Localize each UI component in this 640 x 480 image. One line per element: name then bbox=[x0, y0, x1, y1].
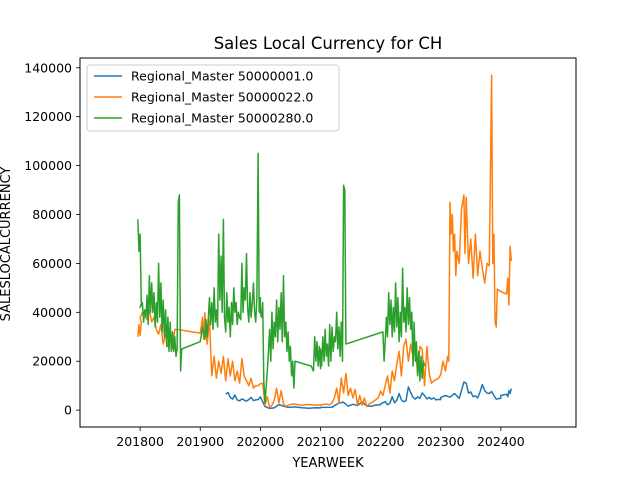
series-line-2 bbox=[137, 74, 513, 409]
y-tick-label: 100000 bbox=[24, 158, 72, 173]
y-tick-label: 20000 bbox=[32, 354, 72, 369]
plot-frame bbox=[79, 57, 577, 428]
x-axis-label: YEARWEEK bbox=[291, 456, 364, 471]
x-tick-label: 201900 bbox=[176, 434, 224, 449]
legend: Regional_Master 50000001.0 Regional_Maste… bbox=[86, 64, 340, 132]
x-tick-label: 202400 bbox=[477, 434, 525, 449]
y-tick-label: 80000 bbox=[32, 207, 72, 222]
x-tick-label: 202200 bbox=[357, 434, 405, 449]
y-tick-label: 40000 bbox=[32, 305, 72, 320]
y-tick-label: 60000 bbox=[32, 256, 72, 271]
series-line-3 bbox=[137, 152, 426, 404]
series-line-1 bbox=[225, 381, 513, 410]
chart-title: Sales Local Currency for CH bbox=[214, 34, 443, 53]
x-axis: 201800 201900 202000 202100 202200 202300 2024… bbox=[116, 427, 525, 449]
legend-label: Regional_Master 50000001.0 bbox=[131, 69, 313, 84]
y-tick-label: 120000 bbox=[24, 109, 72, 124]
x-tick-label: 202100 bbox=[297, 434, 345, 449]
legend-label: Regional_Master 50000280.0 bbox=[131, 111, 313, 126]
y-tick-label: 140000 bbox=[24, 60, 72, 75]
legend-label: Regional_Master 50000022.0 bbox=[131, 90, 313, 105]
y-axis: 0 20000 40000 60000 80000 100000 120000 140000 bbox=[24, 60, 80, 418]
legend-frame bbox=[86, 64, 340, 132]
series-layer bbox=[137, 74, 513, 410]
x-tick-label: 202000 bbox=[237, 434, 285, 449]
y-axis-label: SALESLOCALCURRENCY bbox=[0, 167, 14, 322]
x-tick-label: 201800 bbox=[116, 434, 164, 449]
x-tick-label: 202300 bbox=[417, 434, 465, 449]
y-tick-label: 0 bbox=[64, 403, 72, 418]
